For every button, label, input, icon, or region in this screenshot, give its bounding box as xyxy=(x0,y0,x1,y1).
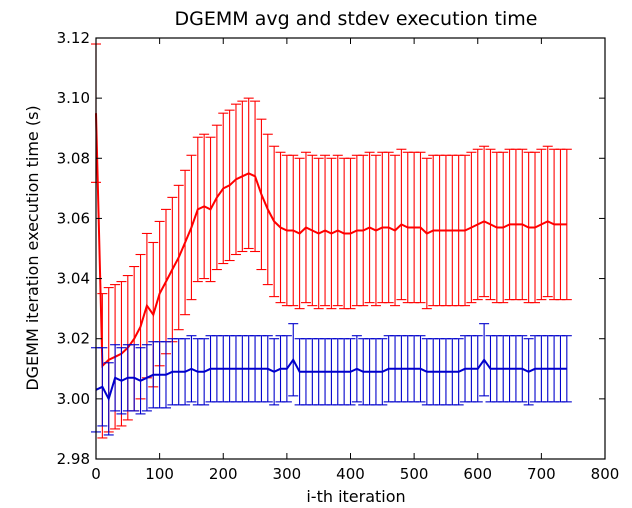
plot-frame xyxy=(95,37,606,460)
x-axis: 0 100 200 300 400 500 600 700 800 xyxy=(91,38,619,483)
y-tick-label: 3.12 xyxy=(57,29,90,47)
x-tick-label: 300 xyxy=(273,465,302,483)
series-line xyxy=(95,357,567,402)
y-tick-label: 3.00 xyxy=(57,390,90,408)
y-tick-label: 3.04 xyxy=(57,270,90,288)
x-tick-label: 700 xyxy=(527,465,556,483)
y-axis-label: DGEMM iteration execution time (s) xyxy=(23,105,42,390)
y-tick-label: 3.10 xyxy=(57,89,90,107)
y-tick-label: 3.06 xyxy=(57,209,90,227)
x-tick-label: 800 xyxy=(591,465,620,483)
y-axis: 2.98 3.00 3.02 3.04 3.06 3.08 3.10 3.12 xyxy=(57,29,605,468)
series-line xyxy=(95,113,567,369)
series-1 xyxy=(91,323,572,436)
x-tick-label: 400 xyxy=(336,465,365,483)
x-tick-label: 0 xyxy=(91,465,101,483)
y-tick-label: 3.02 xyxy=(57,330,90,348)
y-tick-label: 2.98 xyxy=(57,450,90,468)
y-tick-label: 3.08 xyxy=(57,149,90,167)
x-axis-label: i-th iteration xyxy=(306,487,405,506)
x-tick-label: 200 xyxy=(209,465,238,483)
x-tick-label: 100 xyxy=(145,465,174,483)
x-tick-label: 600 xyxy=(463,465,492,483)
plot-area xyxy=(91,43,572,439)
x-tick-label: 500 xyxy=(400,465,429,483)
chart-title: DGEMM avg and stdev execution time xyxy=(175,8,538,30)
